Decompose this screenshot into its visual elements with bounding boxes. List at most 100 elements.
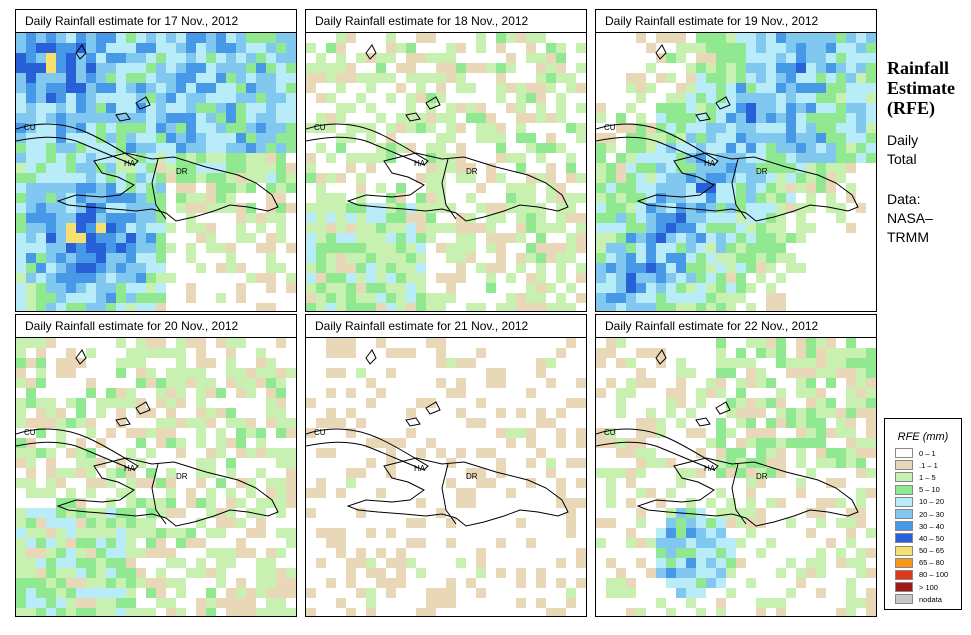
rainfall-cell <box>146 508 156 518</box>
rainfall-cell <box>756 548 766 558</box>
rainfall-cell <box>16 598 26 608</box>
rainfall-cell <box>276 153 286 163</box>
rainfall-cell <box>326 233 336 243</box>
rainfall-cell <box>196 408 206 418</box>
rainfall-cell <box>36 83 46 93</box>
rainfall-cell <box>666 193 676 203</box>
rainfall-cell <box>226 153 236 163</box>
rainfall-cell <box>66 293 76 303</box>
rainfall-cell <box>56 418 66 428</box>
rainfall-cell <box>266 103 276 113</box>
rainfall-cell <box>716 243 726 253</box>
rainfall-cell <box>456 143 466 153</box>
rainfall-cell <box>186 243 196 253</box>
rainfall-cell <box>716 163 726 173</box>
rainfall-cell <box>756 253 766 263</box>
rainfall-cell <box>866 528 876 538</box>
rainfall-cell <box>716 558 726 568</box>
rainfall-cell <box>656 103 666 113</box>
rainfall-cell <box>246 93 256 103</box>
rainfall-cell <box>316 203 326 213</box>
rainfall-cell <box>386 213 396 223</box>
rainfall-cell <box>846 588 856 598</box>
rainfall-cell <box>386 223 396 233</box>
rainfall-cell <box>726 263 736 273</box>
rainfall-cell <box>256 528 266 538</box>
rainfall-cell <box>766 283 776 293</box>
rainfall-cell <box>496 43 506 53</box>
rainfall-cell <box>76 283 86 293</box>
rainfall-cell <box>206 548 216 558</box>
rainfall-cell <box>776 83 786 93</box>
rainfall-cell <box>826 408 836 418</box>
rainfall-cell <box>196 388 206 398</box>
rainfall-cell <box>746 223 756 233</box>
rainfall-cell <box>446 478 456 488</box>
rainfall-cell <box>166 398 176 408</box>
rainfall-cell <box>156 213 166 223</box>
rainfall-cell <box>36 448 46 458</box>
rainfall-cell <box>226 43 236 53</box>
rainfall-cell <box>756 73 766 83</box>
rainfall-cell <box>36 548 46 558</box>
rainfall-cell <box>66 548 76 558</box>
rainfall-cell <box>196 113 206 123</box>
rainfall-cell <box>716 53 726 63</box>
rainfall-cell <box>256 498 266 508</box>
rainfall-cell <box>376 263 386 273</box>
rainfall-cell <box>466 488 476 498</box>
rainfall-cell <box>726 358 736 368</box>
rainfall-cell <box>646 303 656 311</box>
rainfall-cell <box>106 43 116 53</box>
rainfall-cell <box>116 568 126 578</box>
rainfall-cell <box>786 418 796 428</box>
rainfall-cell <box>326 538 336 548</box>
rainfall-cell <box>436 508 446 518</box>
rainfall-cell <box>526 438 536 448</box>
rainfall-cell <box>566 508 576 518</box>
rainfall-cell <box>16 438 26 448</box>
rainfall-cell <box>766 43 776 53</box>
rainfall-cell <box>856 518 866 528</box>
rainfall-cell <box>246 183 256 193</box>
rainfall-cell <box>746 33 756 43</box>
rainfall-cell <box>76 408 86 418</box>
rainfall-cell <box>286 113 296 123</box>
rainfall-cell <box>746 233 756 243</box>
rainfall-cell <box>126 448 136 458</box>
rainfall-cell <box>706 143 716 153</box>
rainfall-cell <box>536 263 546 273</box>
rainfall-cell <box>676 468 686 478</box>
rainfall-cell <box>696 193 706 203</box>
rainfall-cell <box>186 113 196 123</box>
rainfall-cell <box>566 193 576 203</box>
rainfall-cell <box>476 548 486 558</box>
rainfall-cell <box>266 418 276 428</box>
rainfall-cell <box>756 203 766 213</box>
rainfall-cell <box>76 143 86 153</box>
rainfall-cell <box>776 143 786 153</box>
rainfall-cell <box>696 153 706 163</box>
rainfall-cell <box>256 438 266 448</box>
rainfall-cell <box>206 568 216 578</box>
rainfall-cell <box>826 143 836 153</box>
rainfall-cell <box>746 508 756 518</box>
rainfall-cell <box>836 213 846 223</box>
rainfall-cell <box>806 418 816 428</box>
rainfall-cell <box>656 163 666 173</box>
rainfall-cell <box>726 163 736 173</box>
rainfall-cell <box>646 173 656 183</box>
rainfall-cell <box>96 163 106 173</box>
rainfall-cell <box>56 538 66 548</box>
rainfall-cell <box>226 508 236 518</box>
rainfall-cell <box>606 243 616 253</box>
rainfall-cell <box>536 568 546 578</box>
rainfall-cell <box>96 263 106 273</box>
rainfall-cell <box>266 193 276 203</box>
rainfall-cell <box>126 183 136 193</box>
rainfall-cell <box>566 233 576 243</box>
rainfall-cell <box>606 143 616 153</box>
rainfall-cell <box>676 558 686 568</box>
rainfall-cell <box>746 303 756 311</box>
rainfall-cell <box>696 133 706 143</box>
